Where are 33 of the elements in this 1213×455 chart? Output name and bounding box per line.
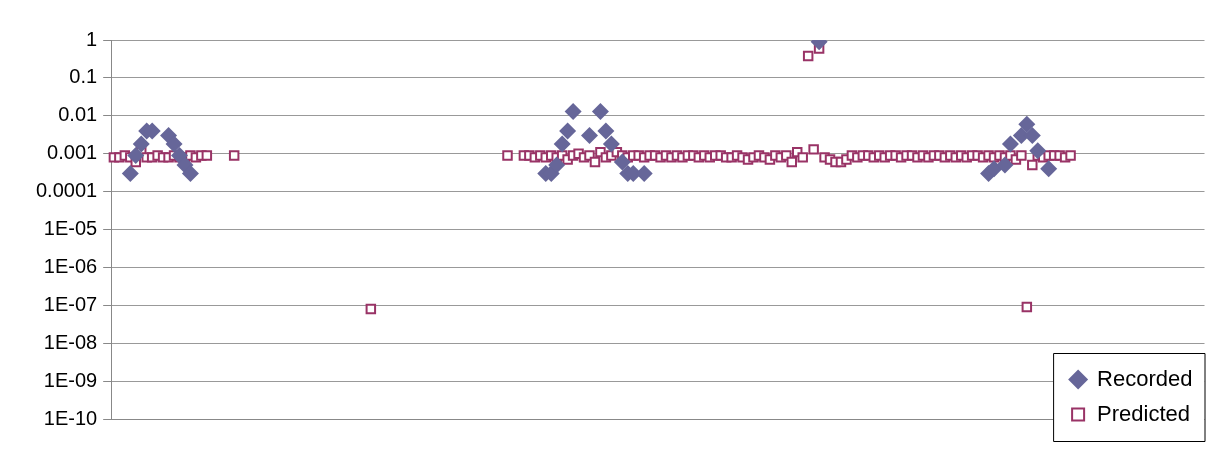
point: [996, 156, 1014, 174]
point: [132, 135, 150, 153]
point: [597, 122, 615, 140]
point: [127, 146, 145, 164]
y-tick-label: 0.1: [69, 65, 98, 88]
y-tick-label: 1E-10: [43, 406, 98, 429]
point: [581, 127, 598, 145]
point: [602, 135, 620, 153]
legend-label: Predicted: [1097, 400, 1191, 426]
y-tick-label: 1E-05: [43, 217, 98, 240]
y-tick-label: 1E-06: [43, 254, 98, 277]
point: [591, 102, 609, 120]
point: [613, 153, 631, 171]
point: [1001, 135, 1019, 153]
point: [1029, 142, 1047, 160]
point: [553, 135, 571, 153]
y-tick-label: 0.001: [47, 141, 98, 164]
y-tick-label: 1E-07: [43, 292, 98, 315]
y-tick-label: 0.0001: [36, 179, 98, 202]
point: [171, 146, 189, 164]
point: [121, 165, 139, 183]
point: [559, 122, 577, 140]
point: [165, 135, 183, 153]
legend-label: Recorded: [1097, 365, 1193, 391]
point: [1040, 160, 1058, 178]
point: [564, 102, 582, 120]
y-tick-label: 0.01: [58, 103, 98, 126]
y-tick-label: 1E-09: [43, 368, 98, 391]
point: [548, 156, 566, 174]
point: [181, 165, 199, 183]
y-tick-label: 1: [86, 27, 98, 50]
y-tick-label: 1E-08: [43, 330, 98, 353]
point: [1018, 115, 1036, 133]
